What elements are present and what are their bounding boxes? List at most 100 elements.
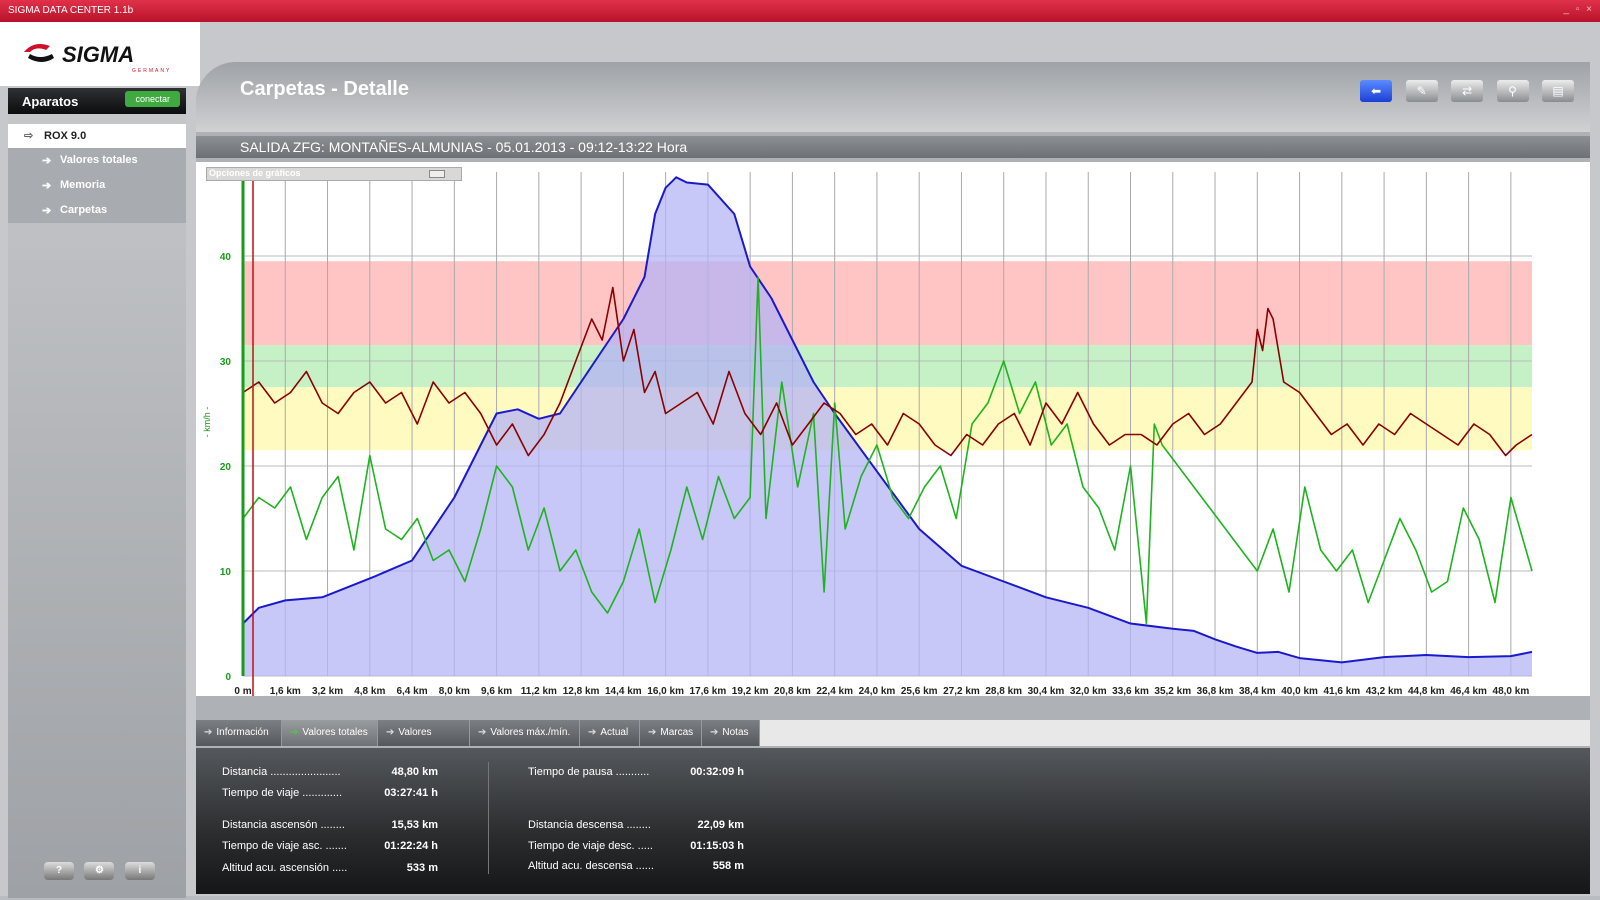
device-tree: ⇨ ROX 9.0 ➔ Valores totales ➔ Memoria ➔ Car… xyxy=(8,124,186,223)
arrow-right-icon: ➔ xyxy=(648,727,657,738)
chart-options-label: Opciones de gráficos xyxy=(209,168,301,178)
sidebar-item-label: Memoria xyxy=(60,179,106,191)
main-panel: Carpetas - Detalle ⬅ ✎ ⇄ ⚲ ▤ SALIDA ZFG:… xyxy=(196,62,1590,894)
stat-value: 558 m xyxy=(712,860,744,872)
arrow-right-icon: ➔ xyxy=(42,205,52,217)
stat-label: Tiempo de pausa ........... xyxy=(528,766,650,778)
stat-value: 00:32:09 h xyxy=(690,766,744,778)
tab-label: Actual xyxy=(600,727,629,738)
y-tick-label: 30 xyxy=(220,357,232,368)
x-tick-label: 9,6 km xyxy=(481,686,512,696)
stat-label: Altitud acu. ascensión ..... xyxy=(222,862,348,874)
series-line-2 xyxy=(242,286,1533,457)
info-icon[interactable]: i xyxy=(124,862,155,880)
svg-text:SIGMA: SIGMA xyxy=(62,42,134,67)
sidebar-item-label: Valores totales xyxy=(60,154,138,166)
arrow-right-icon: ➔ xyxy=(204,727,213,738)
sigma-logo-icon: SIGMA GERMANY xyxy=(24,42,171,74)
x-tick-label: 4,8 km xyxy=(354,686,385,696)
x-tick-label: 25,6 km xyxy=(901,686,938,696)
x-tick-label: 11,2 km xyxy=(521,686,557,696)
arrow-right-icon: ➔ xyxy=(42,180,52,192)
sidebar-header: Aparatos conectar xyxy=(8,88,186,114)
heart-rate-zone xyxy=(243,345,1532,388)
y-axis-label: - km/h - xyxy=(202,407,212,438)
x-tick-label: 6,4 km xyxy=(396,686,427,696)
x-tick-label: 28,8 km xyxy=(985,686,1022,696)
sync-icon[interactable]: ⇄ xyxy=(1451,80,1484,102)
stats-divider xyxy=(488,762,489,874)
device-subitems: ➔ Valores totales ➔ Memoria ➔ Carpetas xyxy=(8,148,186,223)
speed-chart[interactable]: 0 10 20 30 40 0 m 1,6 km 3,2 km 4,8 km 6,4 km 8,0 … xyxy=(196,162,1590,710)
tab-marcas[interactable]: ➔ Marcas xyxy=(640,720,702,746)
tab-label: Notas xyxy=(722,727,749,738)
device-label: ROX 9.0 xyxy=(44,130,87,142)
minimize-icon[interactable] xyxy=(429,170,445,178)
heart-rate-zone xyxy=(243,387,1532,451)
arrow-right-icon: ➔ xyxy=(290,727,299,738)
x-tick-label: 17,6 km xyxy=(690,686,727,696)
sidebar-item-memoria[interactable]: ➔ Memoria xyxy=(8,173,186,198)
x-tick-label: 43,2 km xyxy=(1366,686,1403,696)
sigma-logo: SIGMA GERMANY xyxy=(0,22,200,86)
sidebar-item-valores-totales[interactable]: ➔ Valores totales xyxy=(8,148,186,173)
y-tick-label: 20 xyxy=(220,462,232,473)
help-icon[interactable]: ? xyxy=(44,862,74,880)
x-tick-label: 48,0 km xyxy=(1493,686,1530,696)
stat-value: 01:15:03 h xyxy=(690,840,744,852)
settings-icon[interactable]: ⚙ xyxy=(84,862,115,880)
arrow-right-icon: ➔ xyxy=(478,727,487,738)
tab-label: Valores totales xyxy=(302,727,368,738)
stat-label: Tiempo de viaje ............. xyxy=(222,787,343,799)
stats-panel: Distancia ....................... 48,80 k… xyxy=(196,748,1590,894)
stat-label: Distancia ....................... xyxy=(222,766,341,778)
device-item[interactable]: ⇨ ROX 9.0 xyxy=(8,124,186,148)
x-tick-label: 32,0 km xyxy=(1070,686,1107,696)
tab-label: Valores máx./mín. xyxy=(490,727,571,738)
window-controls[interactable]: _ ▫ × xyxy=(1563,4,1594,15)
main-header: Carpetas - Detalle ⬅ ✎ ⇄ ⚲ ▤ xyxy=(196,62,1590,132)
edit-icon[interactable]: ✎ xyxy=(1405,80,1438,102)
stat-value: 03:27:41 h xyxy=(384,787,438,799)
tab-valores-media[interactable]: ➔Valores media xyxy=(378,720,470,764)
tab-actual[interactable]: ➔ Actual xyxy=(580,720,640,746)
x-tick-label: 3,2 km xyxy=(312,686,343,696)
x-tick-label: 8,0 km xyxy=(439,686,470,696)
back-arrow-icon[interactable]: ⬅ xyxy=(1360,80,1393,102)
tab-informaci-n[interactable]: ➔ Información xyxy=(196,720,282,746)
sidebar: Aparatos conectar ⇨ ROX 9.0 ➔ Valores tot… xyxy=(8,88,186,898)
search-icon[interactable]: ⚲ xyxy=(1496,80,1529,102)
tab-notas[interactable]: ➔ Notas xyxy=(702,720,760,746)
tab-bar: ➔Información➔Valores totales➔Valores med… xyxy=(196,720,1590,764)
heart-rate-zone xyxy=(243,261,1532,346)
sidebar-footer-buttons: ? ⚙ i xyxy=(44,860,161,880)
page-title: Carpetas - Detalle xyxy=(240,78,409,100)
tab-valores-m-x-m-n[interactable]: ➔ Valores máx./mín. xyxy=(470,720,580,746)
sidebar-item-carpetas[interactable]: ➔ Carpetas xyxy=(8,198,186,223)
stat-value: 15,53 km xyxy=(391,819,438,831)
connect-button[interactable]: conectar xyxy=(125,91,180,107)
x-tick-label: 0 m xyxy=(234,686,251,696)
window-titlebar: SIGMA DATA CENTER 1.1b _ ▫ × xyxy=(0,0,1600,22)
ride-title: SALIDA ZFG: MONTAÑES-ALMUNIAS - 05.01.20… xyxy=(240,139,688,155)
chart-options-bar[interactable]: Opciones de gráficos xyxy=(206,167,462,181)
x-tick-label: 24,0 km xyxy=(859,686,896,696)
stat-label: Distancia descensa ........ xyxy=(528,819,651,831)
y-tick-label: 0 xyxy=(225,672,231,683)
arrow-right-icon: ➔ xyxy=(386,727,395,738)
svg-text:GERMANY: GERMANY xyxy=(132,68,171,74)
stat-value: 48,80 km xyxy=(391,766,438,778)
x-tick-label: 22,4 km xyxy=(816,686,853,696)
toolbar: ⬅ ✎ ⇄ ⚲ ▤ xyxy=(1351,80,1574,102)
tab-valores-totales[interactable]: ➔ Valores totales xyxy=(282,720,378,746)
window-title: SIGMA DATA CENTER 1.1b xyxy=(8,5,134,16)
sidebar-item-label: Carpetas xyxy=(60,204,108,216)
sidebar-title: Aparatos xyxy=(22,94,79,109)
stat-label: Tiempo de viaje desc. ..... xyxy=(528,840,653,852)
arrow-right-icon: ➔ xyxy=(588,727,597,738)
print-icon[interactable]: ▤ xyxy=(1542,80,1574,102)
y-tick-label: 40 xyxy=(220,252,232,263)
stat-label: Tiempo de viaje asc. ....... xyxy=(222,840,347,852)
x-tick-label: 1,6 km xyxy=(270,686,301,696)
app-body: SIGMA GERMANY Aparatos conectar ⇨ ROX 9.… xyxy=(0,22,1600,898)
